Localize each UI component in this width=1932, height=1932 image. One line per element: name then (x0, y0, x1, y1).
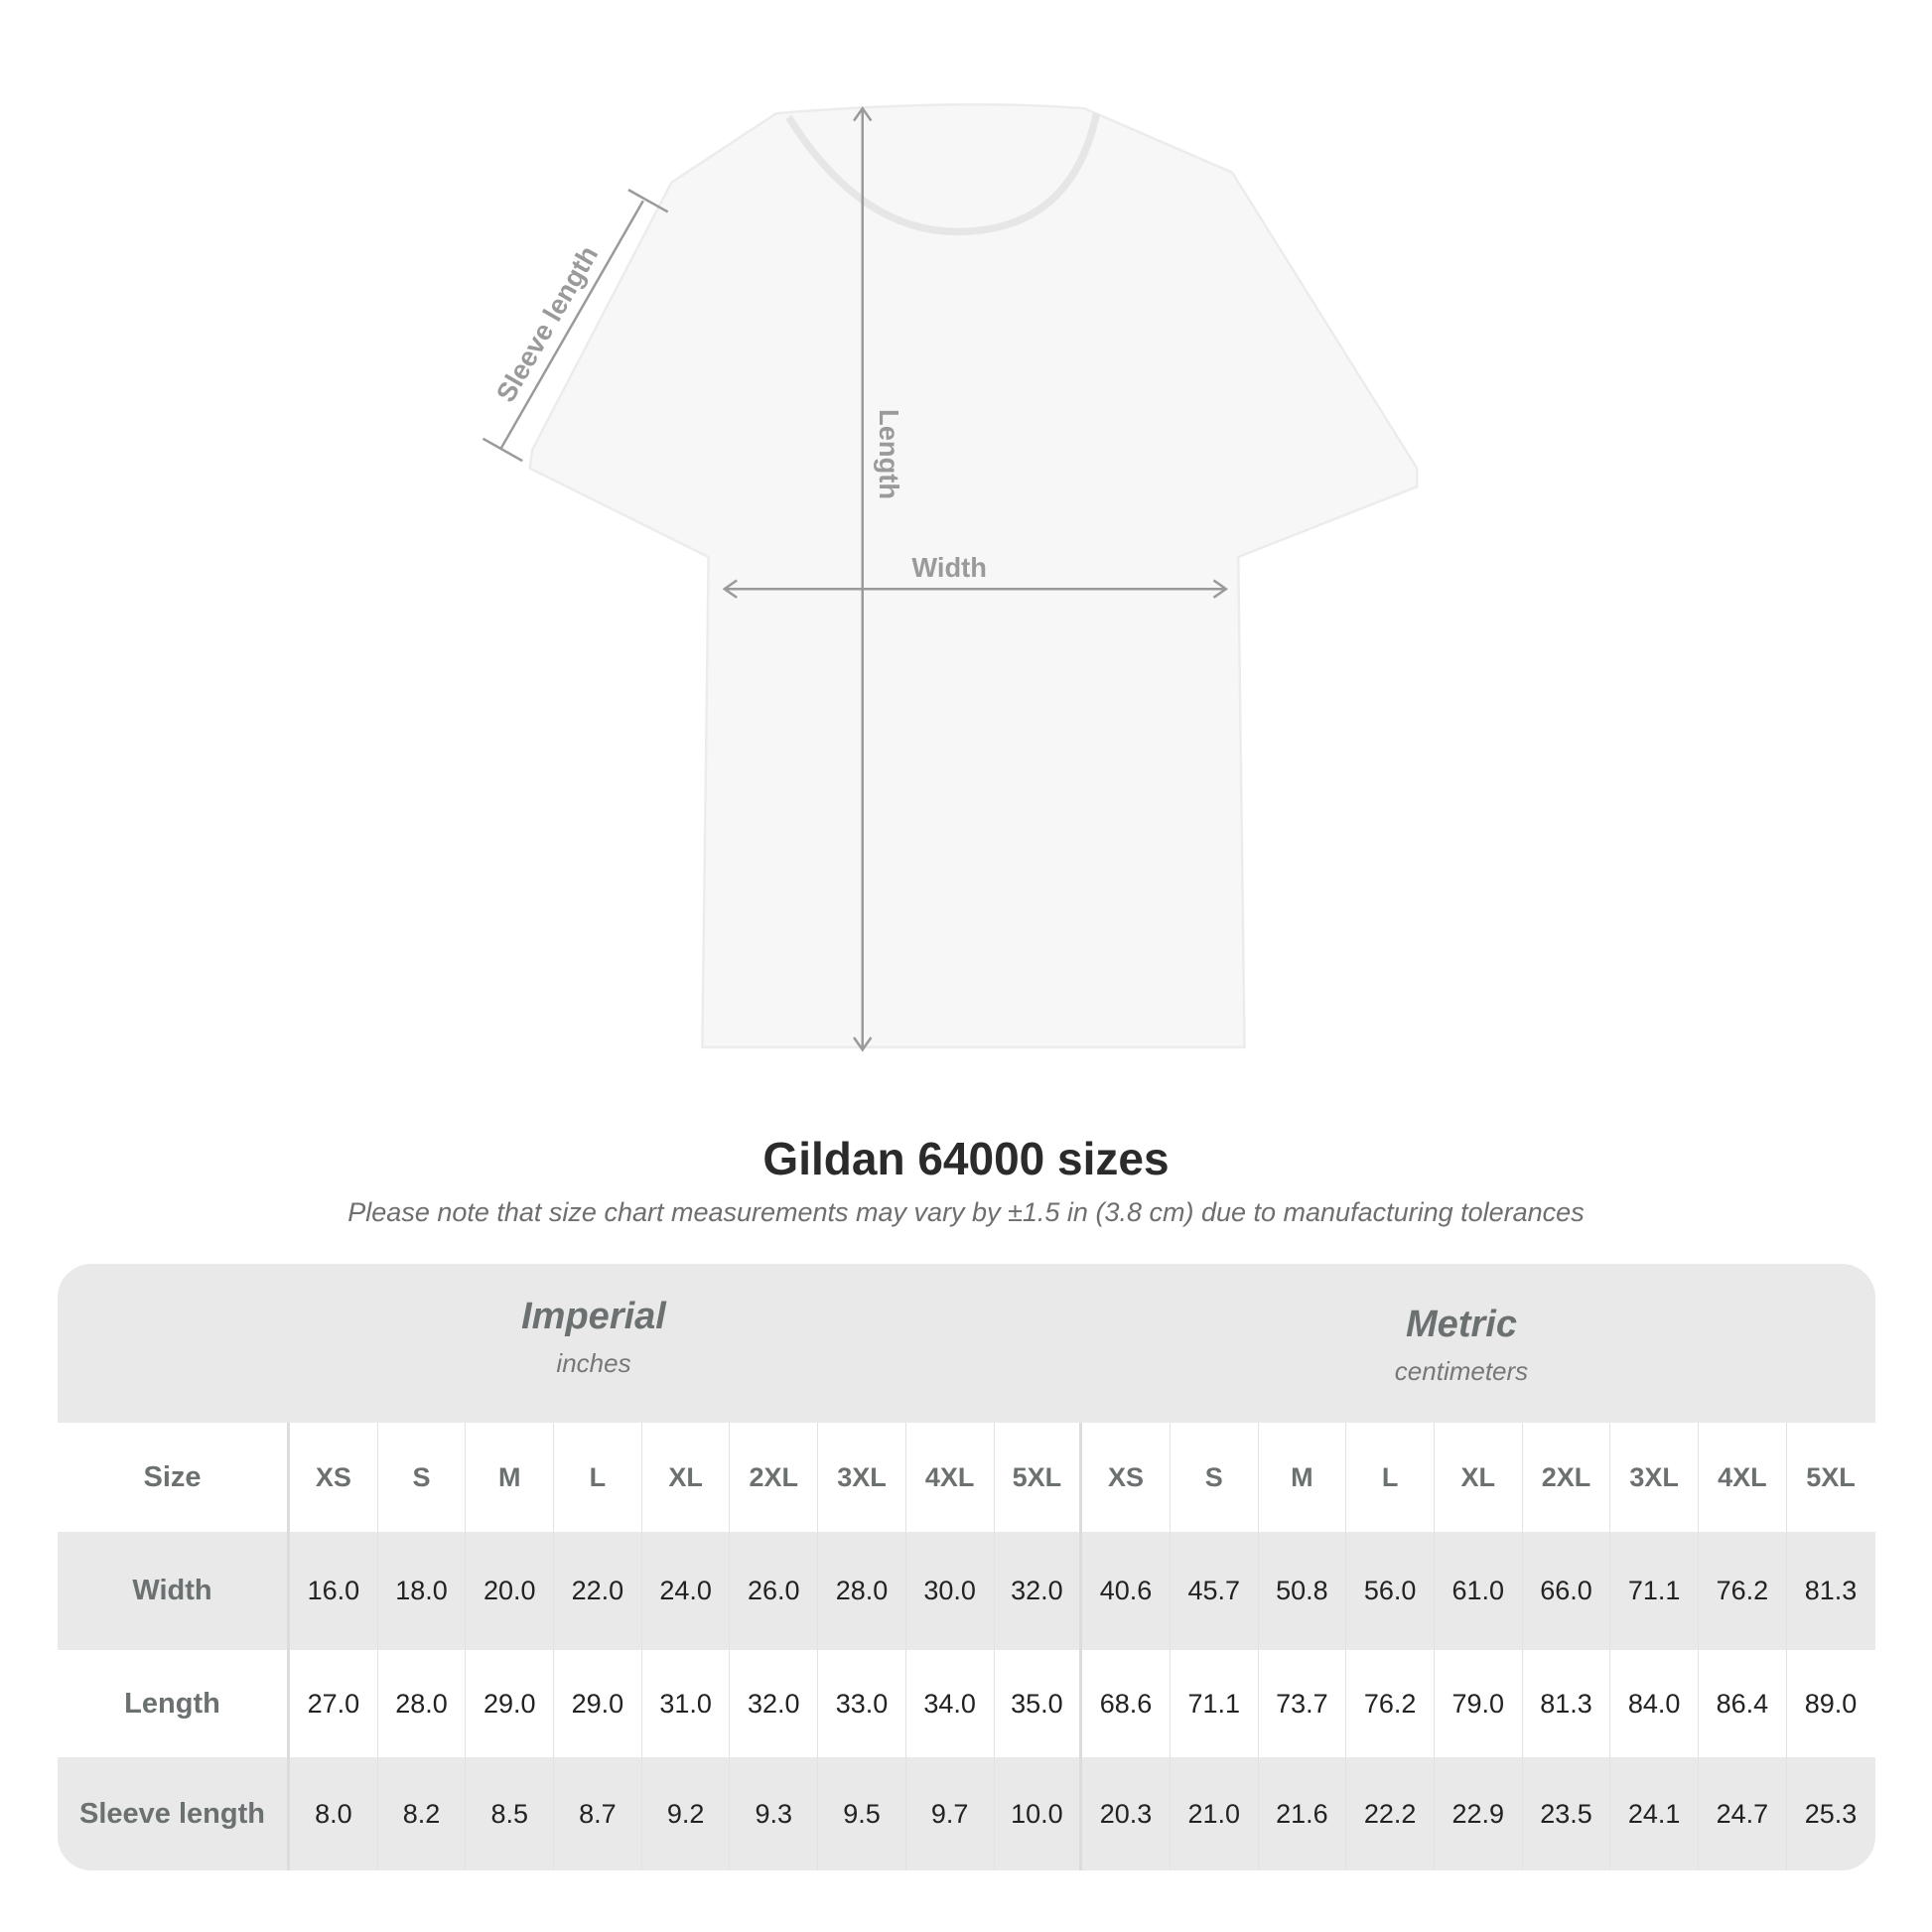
table-cell: 10.0 (995, 1757, 1083, 1870)
band-sleeve (58, 1757, 1875, 1870)
size-header: 2XL (730, 1423, 819, 1532)
table-cell: 22.9 (1435, 1757, 1523, 1870)
table-cell: 8.5 (466, 1757, 555, 1870)
table-cell: 66.0 (1523, 1532, 1611, 1650)
table-cell: 16.0 (290, 1532, 378, 1650)
table-cell: 76.2 (1346, 1650, 1435, 1757)
table-cell: 56.0 (1346, 1532, 1435, 1650)
size-header: 4XL (1699, 1423, 1787, 1532)
table-cell: 84.0 (1610, 1650, 1699, 1757)
table-cell: 18.0 (378, 1532, 467, 1650)
table-cell: 21.0 (1171, 1757, 1259, 1870)
table-cell: 27.0 (290, 1650, 378, 1757)
width-label: Width (911, 552, 987, 583)
tshirt-shape (528, 103, 1419, 1049)
metric-title: Metric (1406, 1304, 1517, 1345)
row-label: Length (58, 1650, 290, 1757)
table-cell: 86.4 (1699, 1650, 1787, 1757)
metric-header: Metric centimeters (1164, 1304, 1759, 1387)
collar (785, 112, 1101, 236)
tshirt-diagram: Sleeve length Length Width (482, 103, 1419, 1052)
table-cell: 68.6 (1082, 1650, 1171, 1757)
size-header: XL (1435, 1423, 1523, 1532)
size-table: Imperial inches Metric centimeters Size X… (58, 1264, 1875, 1870)
table-cell: 76.2 (1699, 1532, 1787, 1650)
table-cell: 8.2 (378, 1757, 467, 1870)
table-cell: 24.1 (1610, 1757, 1699, 1870)
table-cell: 79.0 (1435, 1650, 1523, 1757)
band-width (58, 1532, 1875, 1650)
table-cell: 9.2 (642, 1757, 731, 1870)
table-cell: 20.0 (466, 1532, 555, 1650)
table-cell: 24.0 (642, 1532, 731, 1650)
table-cell: 29.0 (466, 1650, 555, 1757)
table-cell: 71.1 (1171, 1650, 1259, 1757)
row-label: Width (58, 1532, 290, 1650)
table-cell: 20.3 (1082, 1757, 1171, 1870)
size-header: S (378, 1423, 467, 1532)
table-cell: 8.0 (290, 1757, 378, 1870)
table-cell: 28.0 (378, 1650, 467, 1757)
table-cell: 28.0 (818, 1532, 906, 1650)
table-cell: 24.7 (1699, 1757, 1787, 1870)
table-cell: 81.3 (1523, 1650, 1611, 1757)
table-cell: 40.6 (1082, 1532, 1171, 1650)
size-header: XS (290, 1423, 378, 1532)
table-cell: 22.0 (554, 1532, 642, 1650)
table-cell: 26.0 (730, 1532, 819, 1650)
metric-unit: centimeters (1394, 1356, 1529, 1386)
size-header: XL (642, 1423, 731, 1532)
table-cell: 23.5 (1523, 1757, 1611, 1870)
table-cell: 50.8 (1259, 1532, 1347, 1650)
size-header: 2XL (1523, 1423, 1611, 1532)
header-band (58, 1264, 1875, 1423)
imperial-unit: inches (556, 1348, 631, 1378)
size-header: 3XL (818, 1423, 906, 1532)
table-cell: 61.0 (1435, 1532, 1523, 1650)
tolerance-note: Please note that size chart measurements… (347, 1197, 1585, 1227)
size-header: 5XL (995, 1423, 1083, 1532)
table-cell: 33.0 (818, 1650, 906, 1757)
table-cell: 25.3 (1804, 1798, 1858, 1829)
table-cell: 71.1 (1610, 1532, 1699, 1650)
imperial-header: Imperial inches (296, 1296, 892, 1379)
imperial-title: Imperial (521, 1296, 666, 1337)
table-cell: 73.7 (1259, 1650, 1347, 1757)
table-cell: 34.0 (906, 1650, 995, 1757)
size-header: S (1171, 1423, 1259, 1532)
table-cell: 45.7 (1171, 1532, 1259, 1650)
size-header: 4XL (906, 1423, 995, 1532)
table-cell: 32.0 (730, 1650, 819, 1757)
table-cell: 9.3 (730, 1757, 819, 1870)
page-title: Gildan 64000 sizes (762, 1133, 1170, 1184)
size-header: L (1346, 1423, 1435, 1532)
table-cell: 22.2 (1346, 1757, 1435, 1870)
table-cell: 9.5 (818, 1757, 906, 1870)
size-header: 5XL (1806, 1461, 1856, 1492)
table-cell: 29.0 (554, 1650, 642, 1757)
table-cell: 31.0 (642, 1650, 731, 1757)
sleeve-row: Sleeve length 8.0 8.2 8.5 8.7 9.2 9.3 9.5 9.7 10.… (58, 1757, 1875, 1870)
table-cell: 81.3 (1804, 1576, 1858, 1605)
width-row: Width 16.0 18.0 20.0 22.0 24.0 26.0 28.0 30.0 32.… (58, 1532, 1875, 1650)
table-cell: 21.6 (1259, 1757, 1347, 1870)
sleeve-arrow (498, 200, 644, 451)
size-header: M (466, 1423, 555, 1532)
size-header: L (554, 1423, 642, 1532)
table-cell: 9.7 (906, 1757, 995, 1870)
size-header: M (1259, 1423, 1347, 1532)
length-label: Length (874, 409, 904, 499)
row-label: Size (58, 1423, 290, 1532)
size-header: XS (1082, 1423, 1171, 1532)
size-row: Size XS S M L XL 2XL 3XL 4XL 5XL XS S M L XL 2XL 3XL 4XL 5… (58, 1423, 1875, 1532)
table-cell: 89.0 (1804, 1688, 1858, 1719)
table-cell: 35.0 (995, 1650, 1083, 1757)
size-header: 3XL (1610, 1423, 1699, 1532)
table-cell: 8.7 (554, 1757, 642, 1870)
row-label: Sleeve length (58, 1757, 290, 1870)
table-cell: 30.0 (906, 1532, 995, 1650)
table-cell: 32.0 (995, 1532, 1083, 1650)
length-row: Length 27.0 28.0 29.0 29.0 31.0 32.0 33.0 34.0 35… (58, 1650, 1875, 1757)
